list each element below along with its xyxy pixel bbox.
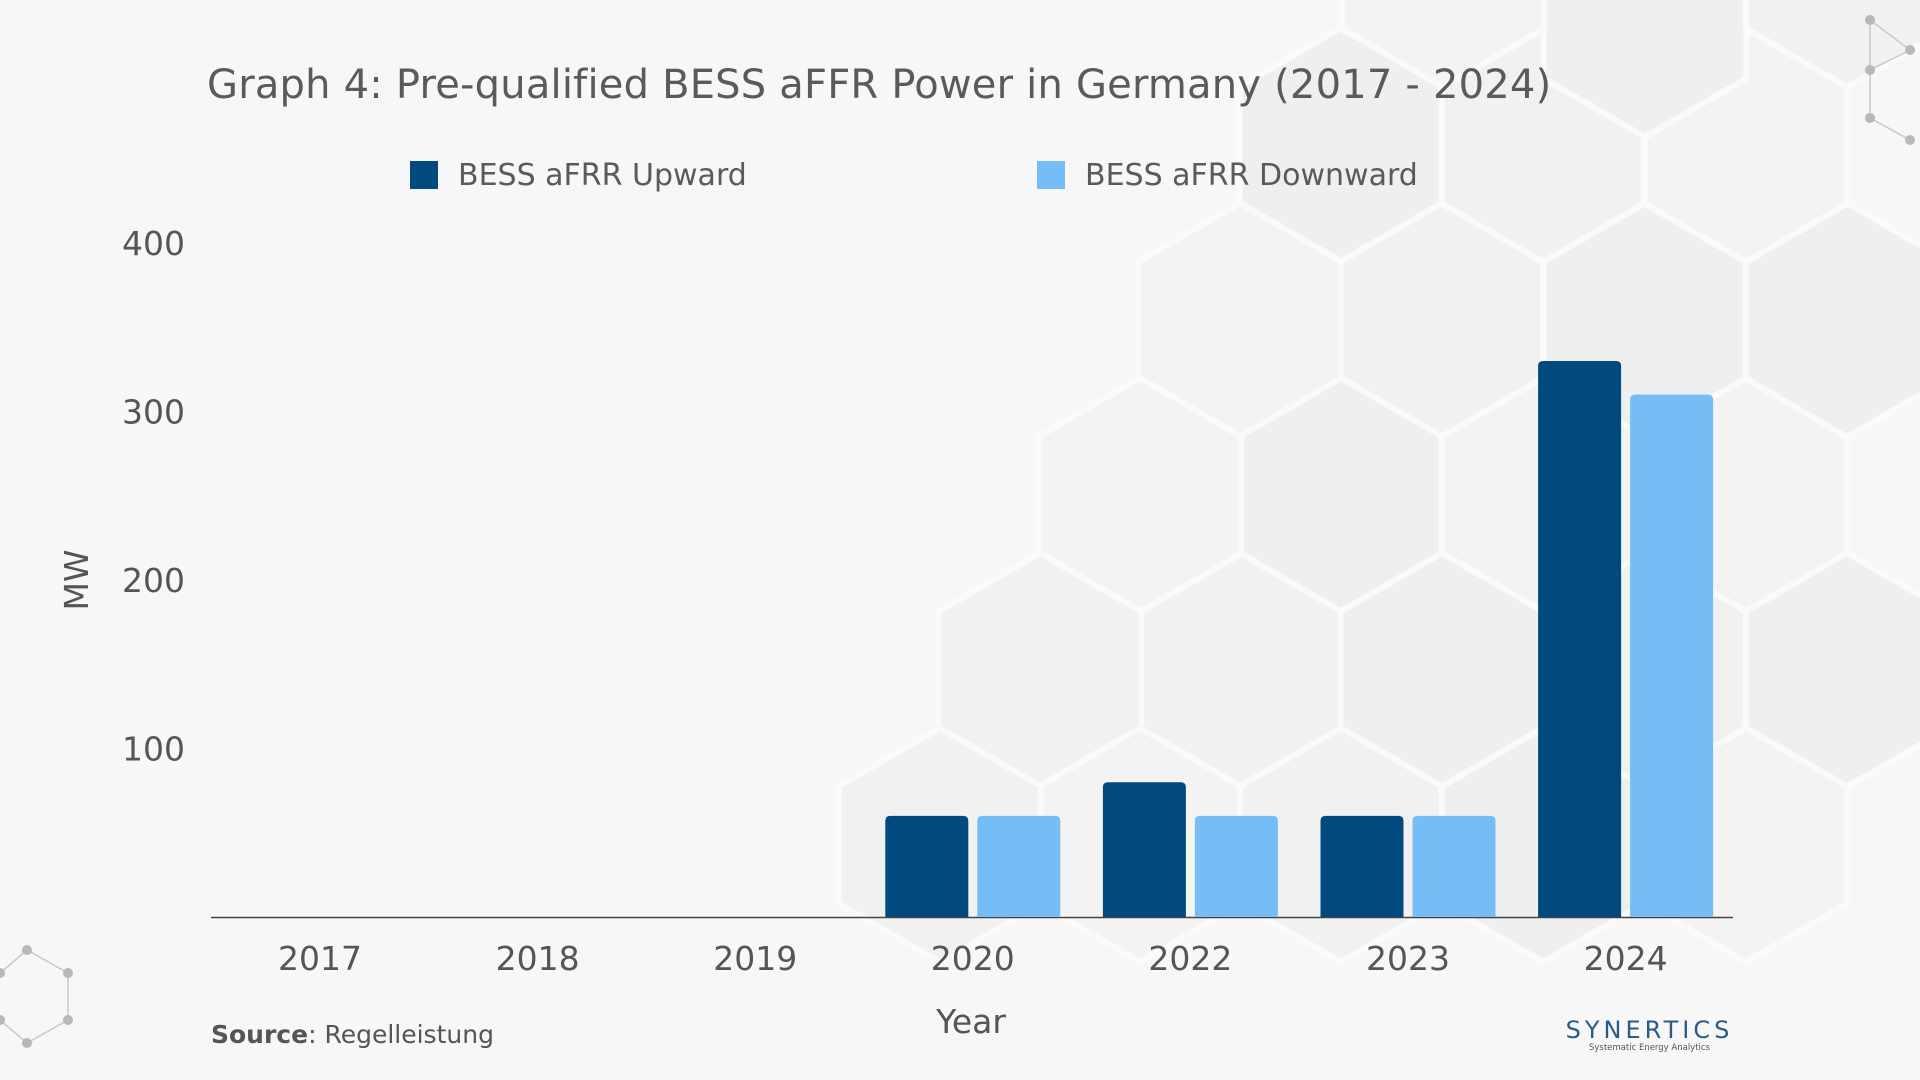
source-label: Source bbox=[211, 1020, 309, 1049]
bar-upward-2023 bbox=[1320, 815, 1404, 917]
background-hexagon bbox=[1540, 0, 1750, 141]
x-tick-label: 2018 bbox=[496, 939, 580, 978]
brand-tagline: Systematic Energy Analytics bbox=[1588, 1043, 1711, 1053]
x-tick-label: 2024 bbox=[1584, 939, 1668, 978]
molecule-node bbox=[0, 1015, 5, 1025]
y-tick-label: 200 bbox=[122, 561, 185, 600]
x-tick-label: 2017 bbox=[278, 939, 362, 978]
bar-downward-2020 bbox=[977, 815, 1061, 917]
y-axis-title: MW bbox=[57, 549, 96, 610]
molecule-bond bbox=[26, 949, 69, 974]
molecule-node bbox=[63, 1015, 73, 1025]
x-tick-label: 2022 bbox=[1148, 939, 1232, 978]
molecule-bond bbox=[0, 949, 28, 974]
bar-upward-2022 bbox=[1102, 782, 1186, 917]
legend-label-downward: BESS aFRR Downward bbox=[1085, 157, 1418, 193]
molecule-node bbox=[1865, 15, 1875, 25]
molecule-bond bbox=[1869, 19, 1911, 51]
y-tick-label: 300 bbox=[122, 393, 185, 432]
y-tick-label: 100 bbox=[122, 730, 185, 769]
background-hexagon bbox=[1742, 0, 1920, 91]
chart-title: Graph 4: Pre-qualified BESS aFFR Power i… bbox=[207, 62, 1552, 108]
brand-logo: SYNERTICS Systematic Energy Analytics bbox=[1562, 1016, 1737, 1053]
legend-swatch-upward bbox=[410, 161, 438, 189]
molecule-node bbox=[1865, 113, 1875, 123]
x-tick-label: 2019 bbox=[713, 939, 797, 978]
x-tick-label: 2023 bbox=[1366, 939, 1450, 978]
legend-swatch-downward bbox=[1037, 161, 1065, 189]
molecule-node bbox=[0, 968, 5, 978]
bar-downward-2024 bbox=[1630, 394, 1714, 917]
source-note: Source: Regelleistung bbox=[211, 1020, 494, 1049]
y-tick-label: 400 bbox=[122, 224, 185, 263]
molecule-node bbox=[63, 968, 73, 978]
molecule-bond bbox=[1869, 49, 1911, 71]
x-axis-title: Year bbox=[935, 1002, 1006, 1041]
bar-downward-2022 bbox=[1194, 815, 1278, 917]
molecule-bond bbox=[0, 1019, 28, 1044]
molecule-node bbox=[1905, 45, 1915, 55]
molecule-node bbox=[22, 945, 32, 955]
legend-label-upward: BESS aFRR Upward bbox=[458, 157, 747, 193]
brand-name: SYNERTICS bbox=[1565, 1016, 1734, 1044]
molecule-node bbox=[1865, 65, 1875, 75]
x-tick-label: 2020 bbox=[931, 939, 1015, 978]
molecule-node bbox=[22, 1038, 32, 1048]
background-hexagon bbox=[1338, 0, 1548, 91]
bar-upward-2024 bbox=[1538, 360, 1622, 917]
molecule-bond bbox=[1869, 117, 1911, 141]
molecule-node bbox=[1905, 135, 1915, 145]
bar-downward-2023 bbox=[1412, 815, 1496, 917]
source-text: : Regelleistung bbox=[308, 1020, 494, 1049]
molecule-bond bbox=[26, 1019, 69, 1044]
bar-upward-2020 bbox=[885, 815, 969, 917]
legend-item-upward: BESS aFRR Upward bbox=[410, 157, 747, 193]
legend-item-downward: BESS aFRR Downward bbox=[1037, 157, 1418, 193]
